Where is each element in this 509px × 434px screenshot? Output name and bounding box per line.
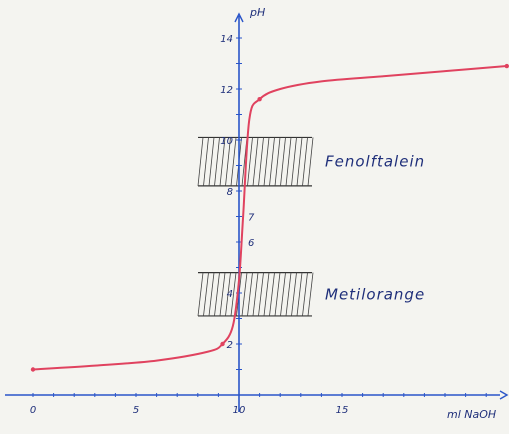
curve-point xyxy=(504,63,509,69)
indicator-label-1: Metilorange xyxy=(325,285,425,303)
y-tick-label: 8 xyxy=(227,187,233,198)
axis-title-y: pH xyxy=(250,6,266,19)
y-tick-label: 2 xyxy=(227,340,233,351)
y-axis-arrow xyxy=(234,12,244,23)
y-tick-label: 12 xyxy=(220,85,233,96)
curve-point xyxy=(220,341,225,347)
indicator-band-0 xyxy=(197,136,314,187)
indicator-band-1 xyxy=(197,272,314,317)
y-tick-label: 14 xyxy=(220,34,233,45)
curve-point xyxy=(257,97,262,102)
x-tick-label: 10 xyxy=(233,405,246,416)
y-tick-label: 7 xyxy=(248,213,255,224)
y-tick-label: 6 xyxy=(248,238,254,249)
axis-title-x: ml NaOH xyxy=(447,408,497,421)
indicator-label-0: Fenolftalein xyxy=(325,153,425,171)
x-axis-arrow xyxy=(499,390,509,400)
y-tick-label: 4 xyxy=(227,289,233,300)
x-tick-label: 0 xyxy=(30,405,36,416)
y-tick-label: 10 xyxy=(220,136,233,147)
titration-curve xyxy=(32,65,507,371)
x-tick-label: 5 xyxy=(133,405,139,416)
x-tick-label: 15 xyxy=(336,405,349,416)
curve-point xyxy=(30,367,36,372)
